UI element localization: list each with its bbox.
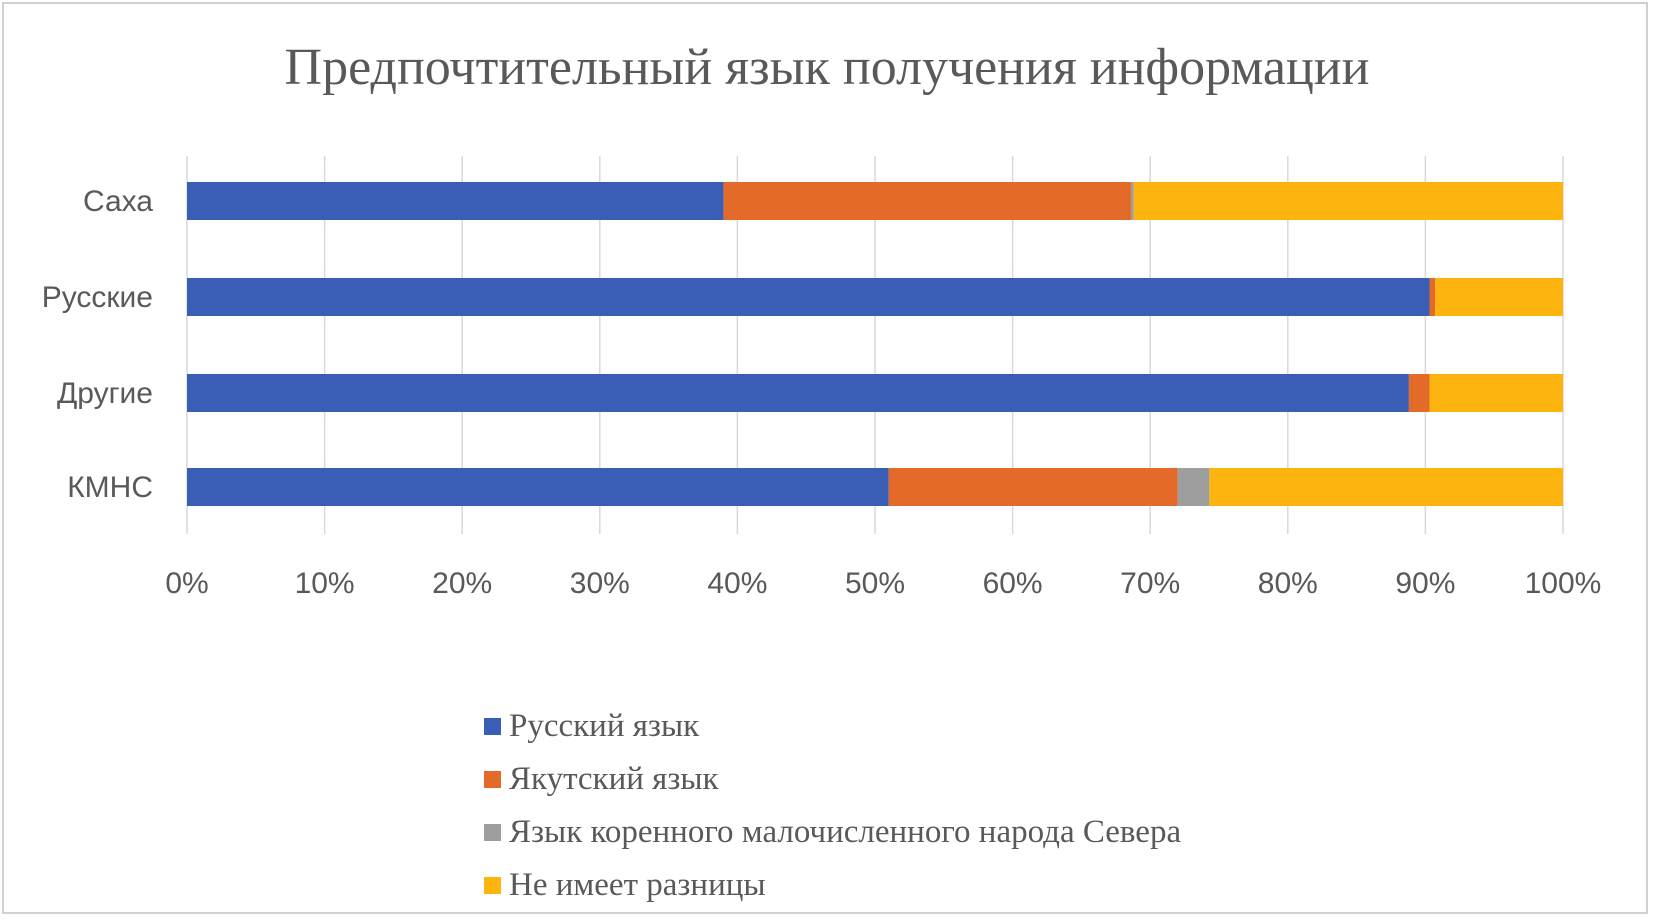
bar-segment — [187, 278, 1430, 316]
bar-segment — [187, 374, 1409, 412]
x-tick-label: 10% — [295, 567, 355, 600]
category-label: Другие — [57, 377, 153, 410]
bar-segment — [1177, 468, 1210, 506]
chart-title: Предпочтительный язык получения информац… — [284, 39, 1370, 96]
category-label: КМНС — [67, 471, 153, 504]
bar-segment — [1209, 468, 1563, 506]
legend-item: Русский язык — [484, 700, 1181, 753]
legend-label: Не имеет разницы — [509, 867, 766, 903]
x-tick-label: 30% — [570, 567, 630, 600]
bar-segment — [1130, 182, 1134, 220]
legend-item: Не имеет разницы — [484, 859, 1181, 912]
legend-label: Русский язык — [509, 708, 700, 744]
bar-segment — [1408, 374, 1430, 412]
x-tick-label: 50% — [845, 567, 905, 600]
legend-label: Язык коренного малочисленного народа Сев… — [509, 814, 1182, 850]
bar-segment — [1435, 278, 1563, 316]
legend-swatch — [484, 771, 501, 788]
legend-label: Якутский язык — [509, 761, 719, 797]
legend-swatch — [484, 824, 501, 841]
legend: Русский язык Якутский язык Язык коренного … — [484, 700, 1181, 912]
bar-segment — [187, 468, 889, 506]
x-tick-label: 80% — [1258, 567, 1318, 600]
legend-swatch — [484, 718, 501, 735]
bar-segment — [187, 182, 724, 220]
x-tick-label: 20% — [432, 567, 492, 600]
bar-segment — [1429, 374, 1563, 412]
category-label: Саха — [83, 185, 153, 218]
x-tick-label: 40% — [707, 567, 767, 600]
legend-item: Язык коренного малочисленного народа Сев… — [484, 806, 1181, 859]
bar-segment — [1429, 278, 1436, 316]
x-tick-label: 90% — [1395, 567, 1455, 600]
legend-item: Якутский язык — [484, 753, 1181, 806]
x-tick-label: 60% — [983, 567, 1043, 600]
bar-segment — [888, 468, 1178, 506]
category-label: Русские — [42, 281, 153, 314]
x-tick-label: 70% — [1120, 567, 1180, 600]
x-tick-label: 0% — [165, 567, 208, 600]
legend-swatch — [484, 877, 501, 894]
x-tick-label: 100% — [1525, 567, 1602, 600]
bar-segment — [1133, 182, 1563, 220]
bar-segment — [723, 182, 1131, 220]
